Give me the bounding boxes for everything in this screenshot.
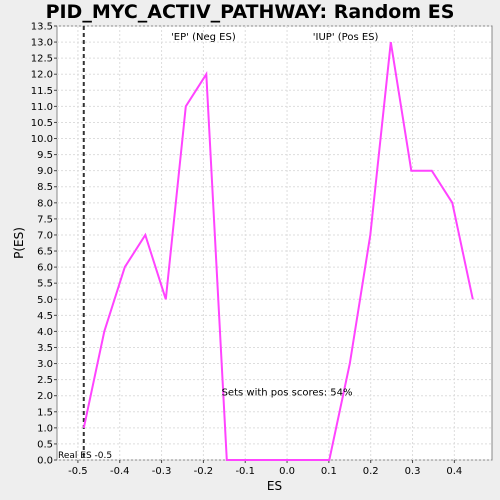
x-tick-label: 0.1 [321,466,337,477]
y-tick-label: 1.5 [37,407,53,418]
y-axis-title: P(ES) [12,227,26,259]
y-tick-label: 10.0 [31,134,53,145]
y-tick-label: 4.0 [37,327,53,338]
y-tick-label: 9.5 [37,150,53,161]
x-tick-label: -0.3 [152,466,172,477]
y-tick-label: 4.5 [37,311,53,322]
axis-ticks: 0.0 0.5 1.0 1.5 2.0 2.5 3.0 3.5 4.0 4.5 5.0 5.5 6.0 6… [31,22,463,478]
y-tick-label: 0.5 [37,439,53,450]
y-tick-label: 12.0 [31,70,53,81]
grid-lines [57,25,492,461]
x-tick-label: 0.3 [405,466,421,477]
y-tick-label: 2.0 [37,391,53,402]
y-tick-label: 7.0 [37,230,53,241]
x-tick-label: -0.2 [194,466,214,477]
y-tick-label: 6.5 [37,247,53,258]
y-tick-label: 8.5 [37,182,53,193]
y-tick-label: 10.5 [31,118,53,129]
y-tick-label: 8.0 [37,198,53,209]
y-tick-label: 6.0 [37,263,53,274]
y-tick-label: 2.5 [37,375,53,386]
x-tick-label: -0.5 [68,466,88,477]
y-tick-label: 1.0 [37,423,53,434]
y-tick-label: 11.5 [31,86,53,97]
neg-es-label: 'EP' (Neg ES) [171,32,236,43]
pos-scores-text: Sets with pos scores: 54% [222,388,353,399]
x-tick-label: 0.4 [446,466,462,477]
y-tick-label: 12.5 [31,54,53,65]
x-tick-label: 0.2 [363,466,379,477]
x-tick-label: -0.4 [110,466,130,477]
x-tick-label: 0.0 [279,466,295,477]
y-tick-label: 13.5 [31,22,53,33]
y-tick-label: 5.0 [37,295,53,306]
y-tick-label: 3.5 [37,343,53,354]
real-es-label: Real ES -0.5 [58,451,112,461]
y-tick-label: 7.5 [37,214,53,225]
x-tick-label: -0.1 [235,466,255,477]
y-tick-label: 0.0 [37,456,53,467]
y-tick-label: 9.0 [37,166,53,177]
pos-es-label: 'IUP' (Pos ES) [313,32,379,43]
y-tick-label: 3.0 [37,359,53,370]
y-tick-label: 13.0 [31,38,53,49]
plot-area [56,25,493,461]
x-axis-title: ES [267,479,282,493]
y-tick-label: 5.5 [37,279,53,290]
y-tick-label: 11.0 [31,102,53,113]
series-line [82,41,474,461]
